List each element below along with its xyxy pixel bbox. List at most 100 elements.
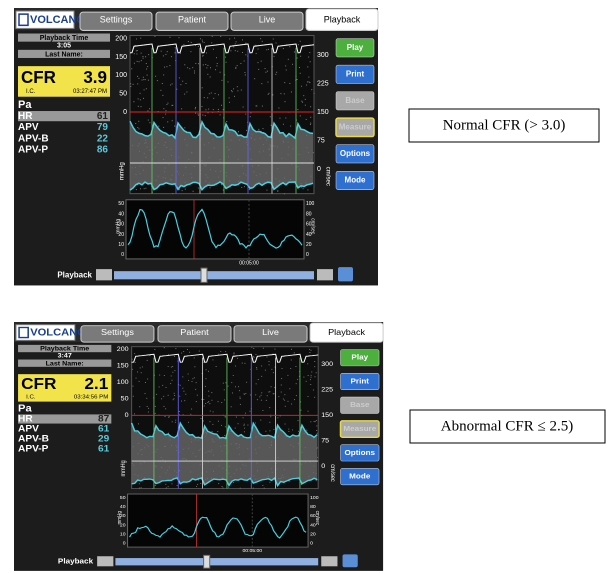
right-axis-label: 75 xyxy=(317,137,325,144)
noise xyxy=(210,187,211,188)
button-label[interactable]: Options xyxy=(344,448,375,457)
noise xyxy=(204,42,205,43)
button-label[interactable]: Play xyxy=(351,353,368,362)
noise xyxy=(310,379,311,380)
noise xyxy=(266,49,267,50)
left-axis-label: 200 xyxy=(115,35,127,42)
page: Normal CFR (> 3.0) Abnormal CFR ≤ 2.5) V… xyxy=(0,0,608,573)
mini-left-label: 50 xyxy=(118,201,124,207)
back-button[interactable] xyxy=(96,269,112,280)
noise xyxy=(139,61,140,62)
button-label[interactable]: Mode xyxy=(345,175,366,184)
noise xyxy=(140,367,141,368)
noise xyxy=(302,102,303,103)
noise xyxy=(220,351,221,352)
noise xyxy=(137,127,138,128)
tab-label[interactable]: Playback xyxy=(328,328,366,337)
noise xyxy=(240,404,241,405)
button-label[interactable]: Base xyxy=(350,401,370,410)
button-label[interactable]: Options xyxy=(340,149,371,158)
playback-time-label: Playback Time xyxy=(40,346,89,353)
noise xyxy=(294,399,295,400)
noise xyxy=(270,416,271,417)
noise xyxy=(135,362,136,363)
noise xyxy=(281,392,282,393)
noise xyxy=(235,50,236,51)
noise xyxy=(211,42,212,43)
slider-track[interactable] xyxy=(114,271,314,279)
noise xyxy=(179,77,180,78)
noise xyxy=(284,193,285,194)
tab-label[interactable]: Settings xyxy=(101,328,135,337)
noise xyxy=(181,488,182,489)
measure-value: 61 xyxy=(98,424,110,434)
noise xyxy=(255,423,256,424)
noise xyxy=(262,106,263,107)
noise xyxy=(175,52,176,53)
button-label[interactable]: Print xyxy=(351,377,370,386)
button-label[interactable]: Measure xyxy=(343,424,377,433)
noise xyxy=(289,83,290,84)
tab-label[interactable]: Playback xyxy=(324,15,361,25)
button-label[interactable]: Base xyxy=(345,96,365,105)
noise xyxy=(317,433,318,434)
noise xyxy=(273,38,274,39)
slider-track[interactable] xyxy=(115,558,318,565)
noise xyxy=(297,379,298,380)
noise xyxy=(233,482,234,483)
noise xyxy=(132,369,133,370)
button-label[interactable]: Play xyxy=(347,43,364,52)
last-name-label: Last Name: xyxy=(46,361,84,368)
noise xyxy=(255,354,256,355)
zoom-button[interactable] xyxy=(343,554,358,567)
noise xyxy=(258,379,259,380)
noise xyxy=(174,393,175,394)
figure: Normal CFR (> 3.0) Abnormal CFR ≤ 2.5) V… xyxy=(0,0,608,573)
noise xyxy=(246,130,247,131)
noise xyxy=(172,193,173,194)
noise xyxy=(268,93,269,94)
button-label[interactable]: Print xyxy=(346,69,365,78)
noise xyxy=(190,51,191,52)
noise xyxy=(258,48,259,49)
noise xyxy=(133,84,134,85)
tab-label[interactable]: Settings xyxy=(100,15,133,25)
noise xyxy=(300,73,301,74)
noise xyxy=(220,36,221,37)
tab-label[interactable]: Patient xyxy=(178,15,206,25)
button-label[interactable]: Mode xyxy=(349,472,371,481)
noise xyxy=(218,109,219,110)
noise xyxy=(311,377,312,378)
forward-button[interactable] xyxy=(321,556,337,566)
tab-label[interactable]: Patient xyxy=(180,328,209,337)
noise xyxy=(136,50,137,51)
noise xyxy=(207,97,208,98)
mini-plot xyxy=(126,200,304,259)
noise xyxy=(158,126,159,127)
noise xyxy=(310,106,311,107)
noise xyxy=(284,394,285,395)
tab-label[interactable]: Live xyxy=(262,328,279,337)
noise xyxy=(316,425,317,426)
button-label[interactable]: Measure xyxy=(339,122,372,131)
noise xyxy=(244,72,245,73)
noise xyxy=(310,421,311,422)
noise xyxy=(159,387,160,388)
zoom-button[interactable] xyxy=(338,267,353,281)
noise xyxy=(181,401,182,402)
noise xyxy=(145,79,146,80)
noise xyxy=(200,483,201,484)
noise xyxy=(238,131,239,132)
tab-label[interactable]: Live xyxy=(259,15,275,25)
noise xyxy=(154,349,155,350)
slider-thumb[interactable] xyxy=(201,268,207,282)
noise xyxy=(139,483,140,484)
left-axis-label: 50 xyxy=(121,396,129,403)
noise xyxy=(218,421,219,422)
forward-button[interactable] xyxy=(317,269,333,280)
noise xyxy=(133,101,134,102)
noise xyxy=(230,50,231,51)
noise xyxy=(297,109,298,110)
slider-thumb[interactable] xyxy=(204,555,210,568)
back-button[interactable] xyxy=(97,556,113,566)
